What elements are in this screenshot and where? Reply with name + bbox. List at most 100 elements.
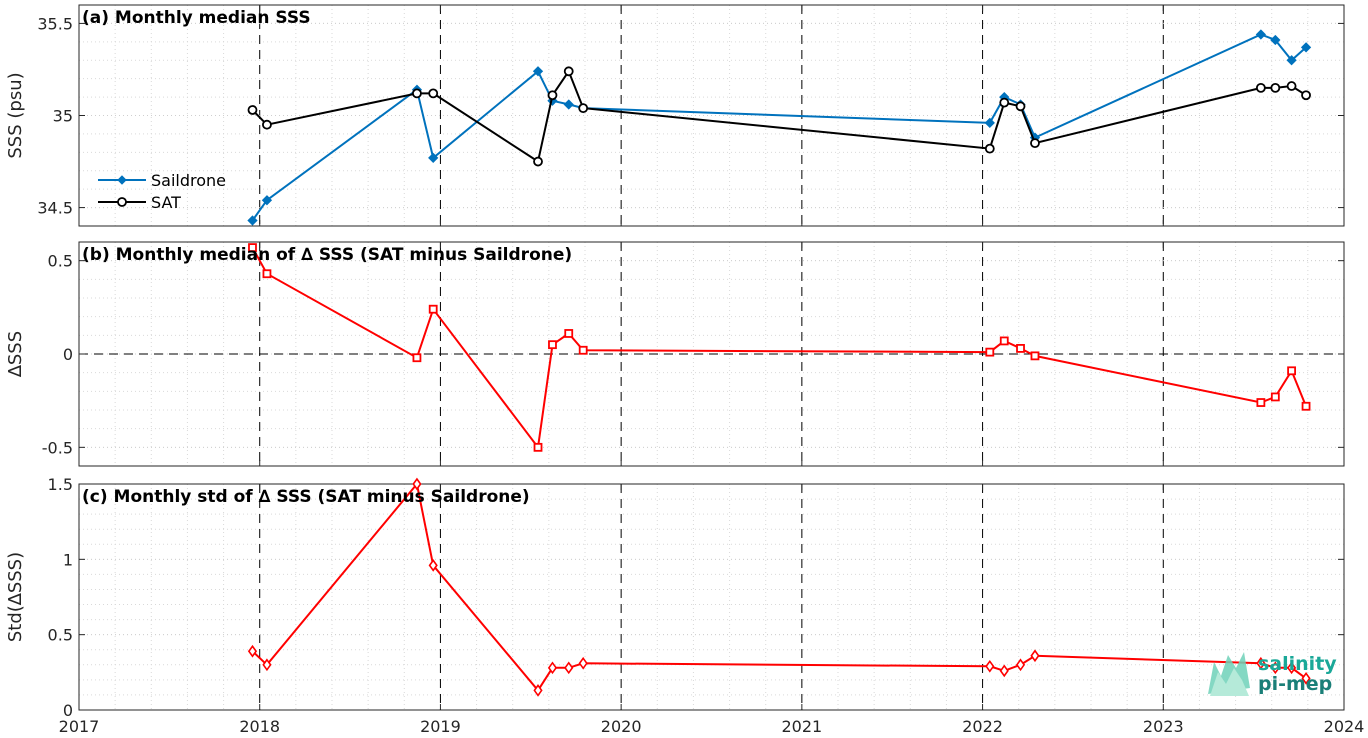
data-point-diamond: [985, 659, 995, 673]
data-point-diamond: [999, 664, 1009, 678]
data-point-diamond: [247, 644, 258, 658]
y-axis-label: ∆SSS: [5, 331, 26, 378]
data-point-circle: [999, 97, 1010, 108]
panel-c-monthly-std-delta-sss: 0 0.5 1 1.5 2017 2018 2019 2020 2021 2022 2023 2024…: [5, 475, 1364, 736]
logo-line-2: pi-mep: [1258, 673, 1332, 695]
data-point-diamond: [1255, 29, 1267, 40]
x-tick-label: 2023: [1143, 717, 1184, 736]
data-point-diamond: [984, 117, 995, 128]
y-tick-label: 0: [63, 345, 73, 364]
data-point-diamond: [412, 477, 422, 491]
legend-marker-diamond: [117, 175, 127, 185]
data-point-diamond: [1287, 661, 1297, 675]
plot-area: [79, 484, 1344, 710]
data-point-square: [548, 340, 557, 350]
data-point-circle: [262, 119, 272, 130]
data-point-diamond: [578, 656, 588, 670]
series-line-sat: [251, 69, 1307, 164]
series-line-delta: [251, 247, 1307, 450]
legend-marker-circle: [117, 197, 127, 207]
data-point-square: [1016, 343, 1025, 353]
x-tick-label: 2021: [781, 717, 822, 736]
y-tick-label: 34.5: [37, 199, 73, 218]
data-point-diamond: [261, 195, 273, 206]
y-tick-label: 0.5: [48, 626, 73, 645]
panel-a-monthly-median-sss: 34.5 35 35.5 SSS (psu) (a) Monthly median SS…: [5, 4, 1345, 227]
data-point-diamond: [1286, 55, 1297, 66]
data-point-diamond: [563, 99, 574, 110]
data-point-diamond: [532, 66, 544, 77]
data-point-circle: [1030, 138, 1040, 149]
panel-title: (b) Monthly median of ∆ SSS (SAT minus S…: [82, 245, 572, 265]
data-point-square: [1256, 398, 1266, 407]
data-point-circle: [1301, 90, 1311, 101]
data-point-circle: [1255, 82, 1266, 93]
x-tick-label: 2019: [420, 717, 461, 736]
data-point-square: [1287, 366, 1296, 376]
panel-title: (c) Monthly std of ∆ SSS (SAT minus Sail…: [82, 487, 530, 507]
data-point-circle: [984, 143, 995, 154]
data-point-square: [1270, 392, 1280, 402]
data-point-diamond: [564, 661, 574, 675]
y-axis-label: Std(∆SSS): [5, 552, 26, 642]
y-tick-label: 35: [53, 107, 73, 126]
data-point-diamond: [1270, 661, 1280, 675]
data-point-square: [564, 329, 574, 338]
panel-b-monthly-median-delta-sss: -0.5 0 0.5 ∆SSS (b) Monthly median of ∆ SSS …: [5, 241, 1345, 467]
data-point-circle: [1270, 82, 1281, 93]
logo-line-1: salinity: [1258, 653, 1337, 675]
legend: Saildrone SAT: [98, 171, 226, 212]
panel-title: (a) Monthly median SSS: [82, 8, 311, 28]
y-tick-label: 1.5: [48, 475, 73, 494]
logo-wave-graphic-front: [1210, 668, 1249, 696]
data-point-diamond: [428, 152, 439, 163]
data-point-circle: [533, 156, 543, 167]
data-point-diamond: [1015, 658, 1026, 672]
data-point-square: [533, 442, 543, 452]
y-tick-label: 35.5: [37, 14, 73, 33]
data-point-circle: [412, 88, 422, 99]
salinity-pi-mep-logo: salinity pi-mep: [1208, 652, 1337, 696]
x-tick-label: 2022: [962, 717, 1003, 736]
y-tick-label: -0.5: [42, 438, 73, 457]
data-point-circle: [578, 103, 589, 114]
data-point-circle: [428, 88, 439, 99]
series-line-delta: [251, 481, 1307, 693]
data-point-circle: [1015, 101, 1026, 112]
y-tick-label: 0: [63, 701, 73, 720]
data-point-circle: [247, 105, 258, 115]
data-point-diamond: [1300, 42, 1312, 53]
data-point-square: [578, 345, 588, 355]
data-point-diamond: [1256, 656, 1266, 670]
series-line-saildrone: [251, 33, 1307, 222]
data-point-square: [248, 243, 257, 253]
x-tick-label: 2024: [1324, 717, 1365, 736]
data-point-square: [262, 269, 272, 279]
data-point-square: [999, 336, 1009, 346]
data-point-square: [412, 353, 422, 363]
data-point-diamond: [262, 658, 272, 672]
x-tick-label: 2018: [239, 717, 280, 736]
y-tick-label: 0.5: [48, 252, 73, 271]
y-axis-label: SSS (psu): [5, 72, 26, 158]
data-point-square: [1301, 401, 1311, 411]
data-point-diamond: [547, 661, 558, 675]
data-point-square: [428, 304, 438, 314]
data-point-circle: [547, 90, 558, 101]
data-point-diamond: [1030, 649, 1040, 663]
axes-frame: [78, 483, 1345, 711]
x-tick-label: 2020: [601, 717, 642, 736]
data-point-diamond: [533, 684, 543, 697]
data-point-diamond: [247, 215, 258, 226]
data-point-diamond: [1301, 671, 1311, 685]
y-tick-label: 1: [63, 550, 73, 569]
data-point-diamond: [428, 558, 438, 572]
data-point-square: [1030, 351, 1040, 361]
data-point-square: [985, 347, 995, 357]
data-point-circle: [1286, 81, 1297, 91]
legend-label: Saildrone: [151, 171, 226, 190]
data-point-circle: [563, 66, 574, 77]
legend-label: SAT: [151, 193, 181, 212]
data-point-diamond: [1270, 34, 1281, 46]
